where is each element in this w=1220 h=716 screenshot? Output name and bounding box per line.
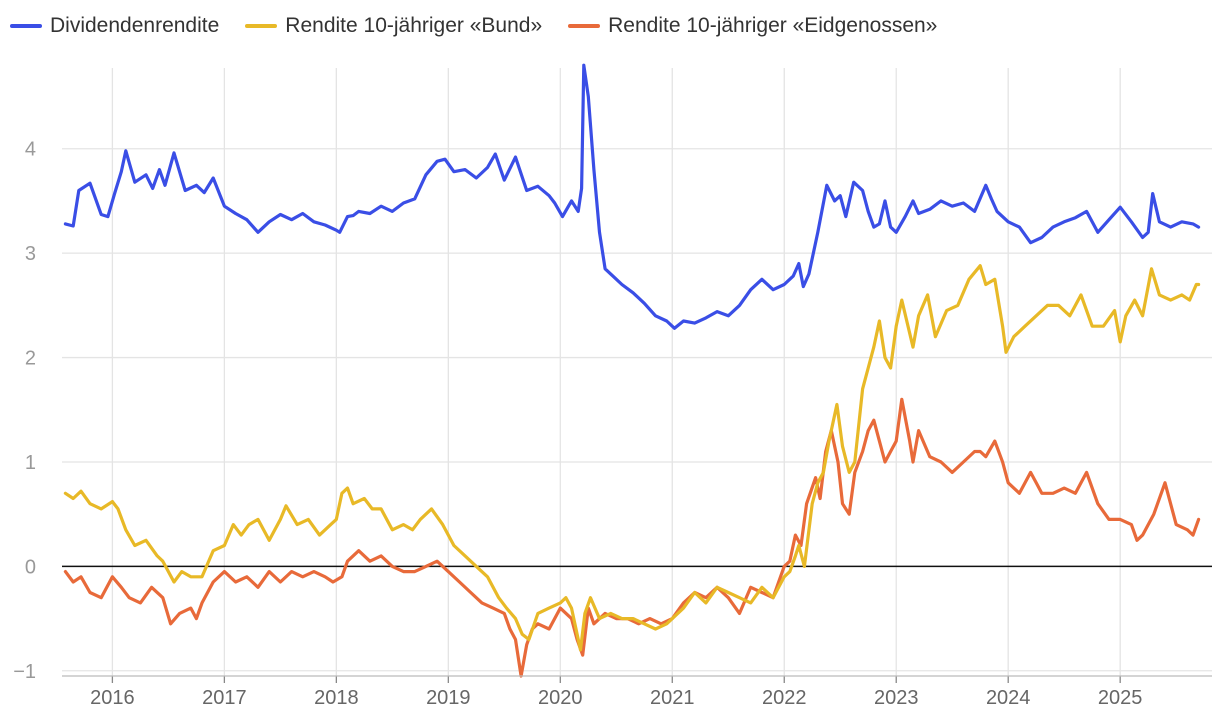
legend: Dividendenrendite Rendite 10-jähriger «B… bbox=[10, 14, 937, 38]
y-tick-label: 1 bbox=[25, 452, 36, 474]
y-tick-label: 0 bbox=[25, 556, 36, 578]
series-line-bund bbox=[63, 264, 1201, 652]
x-tick-label: 2022 bbox=[762, 687, 807, 709]
x-tick-label: 2020 bbox=[538, 687, 583, 709]
series-lines bbox=[63, 63, 1201, 678]
y-tick-label: 3 bbox=[25, 243, 36, 265]
legend-item-eidgenossen[interactable]: Rendite 10-jähriger «Eidgenossen» bbox=[568, 14, 937, 38]
x-tick-label: 2016 bbox=[90, 687, 135, 709]
x-tick-label: 2017 bbox=[202, 687, 247, 709]
legend-item-dividendenrendite[interactable]: Dividendenrendite bbox=[10, 14, 219, 38]
x-tick-label: 2018 bbox=[314, 687, 359, 709]
x-tick-label: 2019 bbox=[426, 687, 471, 709]
x-tick-label: 2021 bbox=[650, 687, 695, 709]
x-tick-label: 2025 bbox=[1098, 687, 1143, 709]
y-tick-label: 4 bbox=[25, 139, 36, 161]
legend-label-bund: Rendite 10-jähriger «Bund» bbox=[285, 14, 543, 37]
legend-swatch-eidgenossen bbox=[568, 24, 601, 28]
legend-swatch-bund bbox=[245, 24, 278, 28]
y-tick-label: −1 bbox=[13, 661, 36, 683]
y-axis: −1 0 1 2 3 4 bbox=[13, 139, 36, 683]
legend-swatch-dividendenrendite bbox=[10, 24, 42, 28]
x-tick-label: 2023 bbox=[874, 687, 919, 709]
series-line-eidgenossen bbox=[63, 397, 1201, 678]
y-tick-label: 2 bbox=[25, 348, 36, 370]
legend-label-dividendenrendite: Dividendenrendite bbox=[50, 14, 220, 37]
grid bbox=[62, 68, 1212, 676]
x-axis: 2016 2017 2018 2019 2020 2021 2022 2023 2024 2025 bbox=[62, 675, 1212, 709]
x-tick-label: 2024 bbox=[986, 687, 1031, 709]
legend-label-eidgenossen: Rendite 10-jähriger «Eidgenossen» bbox=[608, 14, 938, 37]
legend-item-bund[interactable]: Rendite 10-jähriger «Bund» bbox=[245, 14, 542, 38]
series-line-dividendenrendite bbox=[63, 63, 1201, 330]
